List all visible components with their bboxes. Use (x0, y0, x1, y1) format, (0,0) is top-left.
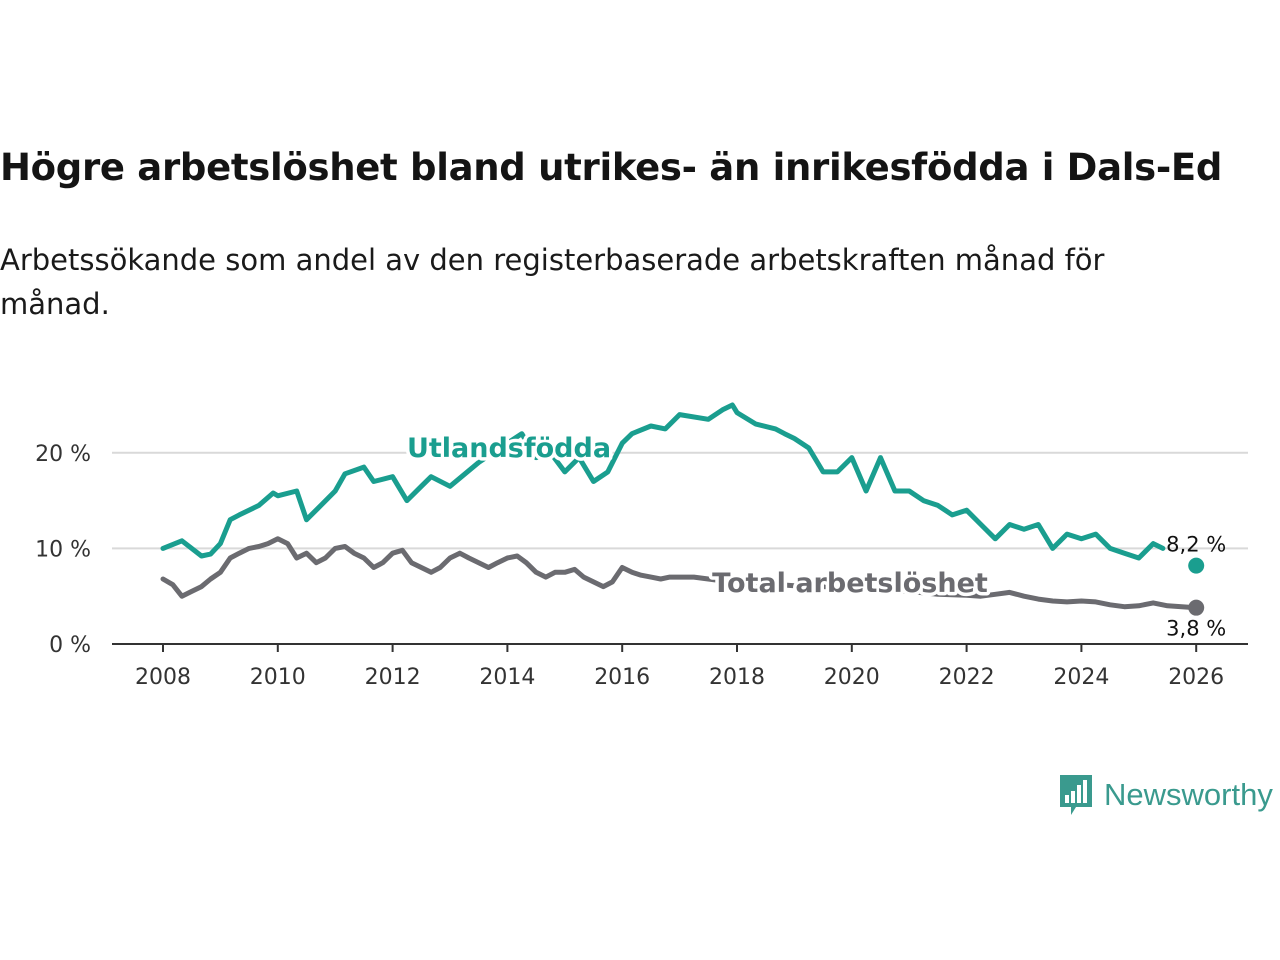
x-tick-label: 2022 (939, 665, 995, 690)
x-tick-label: 2014 (479, 665, 535, 690)
x-axis: 2008 2010 2012 2014 2016 2018 2020 2022 2024 2026 (112, 643, 1248, 690)
series-label-total: Total arbetslöshet (712, 568, 988, 599)
x-tick-label: 2010 (250, 665, 306, 690)
x-tick-label: 2026 (1168, 665, 1224, 690)
series-line-utlandsfodda (160, 402, 1166, 561)
x-tick-label: 2018 (709, 665, 765, 690)
chart-subtitle: Arbetssökande som andel av den registerb… (0, 243, 1105, 321)
x-tick-label: 2008 (135, 665, 191, 690)
end-point-marker (1188, 557, 1205, 574)
series-line-total (160, 536, 1199, 611)
bar-chart-speech-bubble-icon (1060, 775, 1092, 815)
x-tick-label: 2016 (594, 665, 650, 690)
y-tick-label: 0 % (49, 633, 91, 658)
series-labels: 8,2 % 3,8 % Utlandsfödda Total arbetslöshet (403, 430, 1226, 641)
x-tick-label: 2020 (824, 665, 880, 690)
end-value-label: 8,2 % (1166, 533, 1226, 557)
y-tick-label: 20 % (35, 442, 91, 467)
x-tick-label: 2012 (365, 665, 421, 690)
newsworthy-logo: Newsworthy (1058, 773, 1273, 817)
grid-lines: 0 % 10 % 20 % (35, 442, 1248, 658)
chart-title: Högre arbetslöshet bland utrikes- än inr… (0, 146, 1223, 189)
end-value-label: 3,8 % (1166, 617, 1226, 641)
x-tick-label: 2024 (1053, 665, 1109, 690)
series-label-utlandsfodda: Utlandsfödda (407, 433, 611, 464)
end-point-marker (1188, 599, 1205, 616)
series-lines (160, 402, 1199, 611)
brand-name: Newsworthy (1104, 777, 1273, 812)
y-tick-label: 10 % (35, 537, 91, 562)
